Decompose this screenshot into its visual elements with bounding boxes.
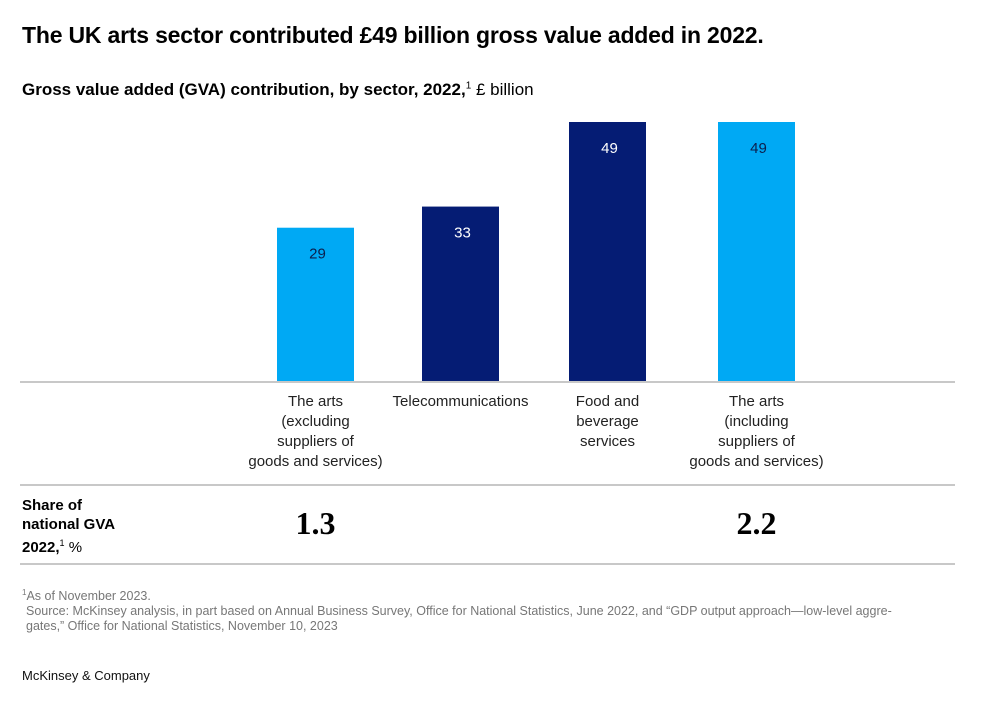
brand-logo-text: McKinsey & Company (22, 668, 150, 683)
bar-value-label-1: 29 (309, 246, 326, 263)
bar-value-label-4: 49 (750, 140, 767, 157)
share-label-line-1: Share of (22, 497, 83, 514)
subtitle-main: Gross value added (GVA) contribution, by… (22, 80, 466, 99)
share-value-4: 2.2 (736, 505, 777, 541)
page-title: The UK arts sector contributed £49 billi… (22, 22, 764, 48)
subtitle-footnote-ref: 1 (465, 80, 472, 92)
bar-1 (277, 227, 354, 381)
footnote-1: 1As of November 2023. (22, 588, 151, 604)
bar-chart: 29 33 49 49 (20, 122, 955, 383)
share-row-label: Share of national GVA 2022,1 % (22, 496, 115, 557)
footnote-marker: 1 (22, 588, 27, 597)
chart-subtitle: Gross value added (GVA) contribution, by… (22, 80, 534, 100)
subtitle-unit: £ billion (471, 80, 534, 99)
share-value-1: 1.3 (295, 505, 336, 541)
share-label-unit: % (64, 539, 83, 556)
footnote-text: As of November 2023. (26, 589, 151, 604)
bar-3 (569, 122, 646, 381)
footnotes: 1As of November 2023. Source: McKinsey a… (22, 585, 942, 634)
share-label-footnote-ref: 1 (59, 538, 65, 548)
category-label-2: Telecommunications (392, 393, 529, 410)
bar-value-label-2: 33 (454, 225, 471, 242)
source-line-2: gates,” Office for National Statistics, … (26, 619, 338, 634)
bar-4 (718, 122, 795, 381)
source-line-1: Source: McKinsey analysis, in part based… (26, 604, 892, 619)
share-row-top-rule (20, 484, 955, 486)
share-row-bottom-rule (20, 563, 955, 565)
share-label-year: 2022, (22, 539, 60, 556)
category-label-3: Food and beverage services (575, 393, 640, 450)
bar-2 (422, 206, 499, 381)
bar-value-label-3: 49 (601, 140, 618, 157)
category-label-4: The arts (including suppliers of goods a… (689, 393, 824, 470)
share-label-line-3: 2022,1 % (22, 534, 115, 557)
category-label-1: The arts (excluding suppliers of goods a… (248, 393, 383, 470)
share-label-line-2: national GVA (22, 516, 116, 533)
